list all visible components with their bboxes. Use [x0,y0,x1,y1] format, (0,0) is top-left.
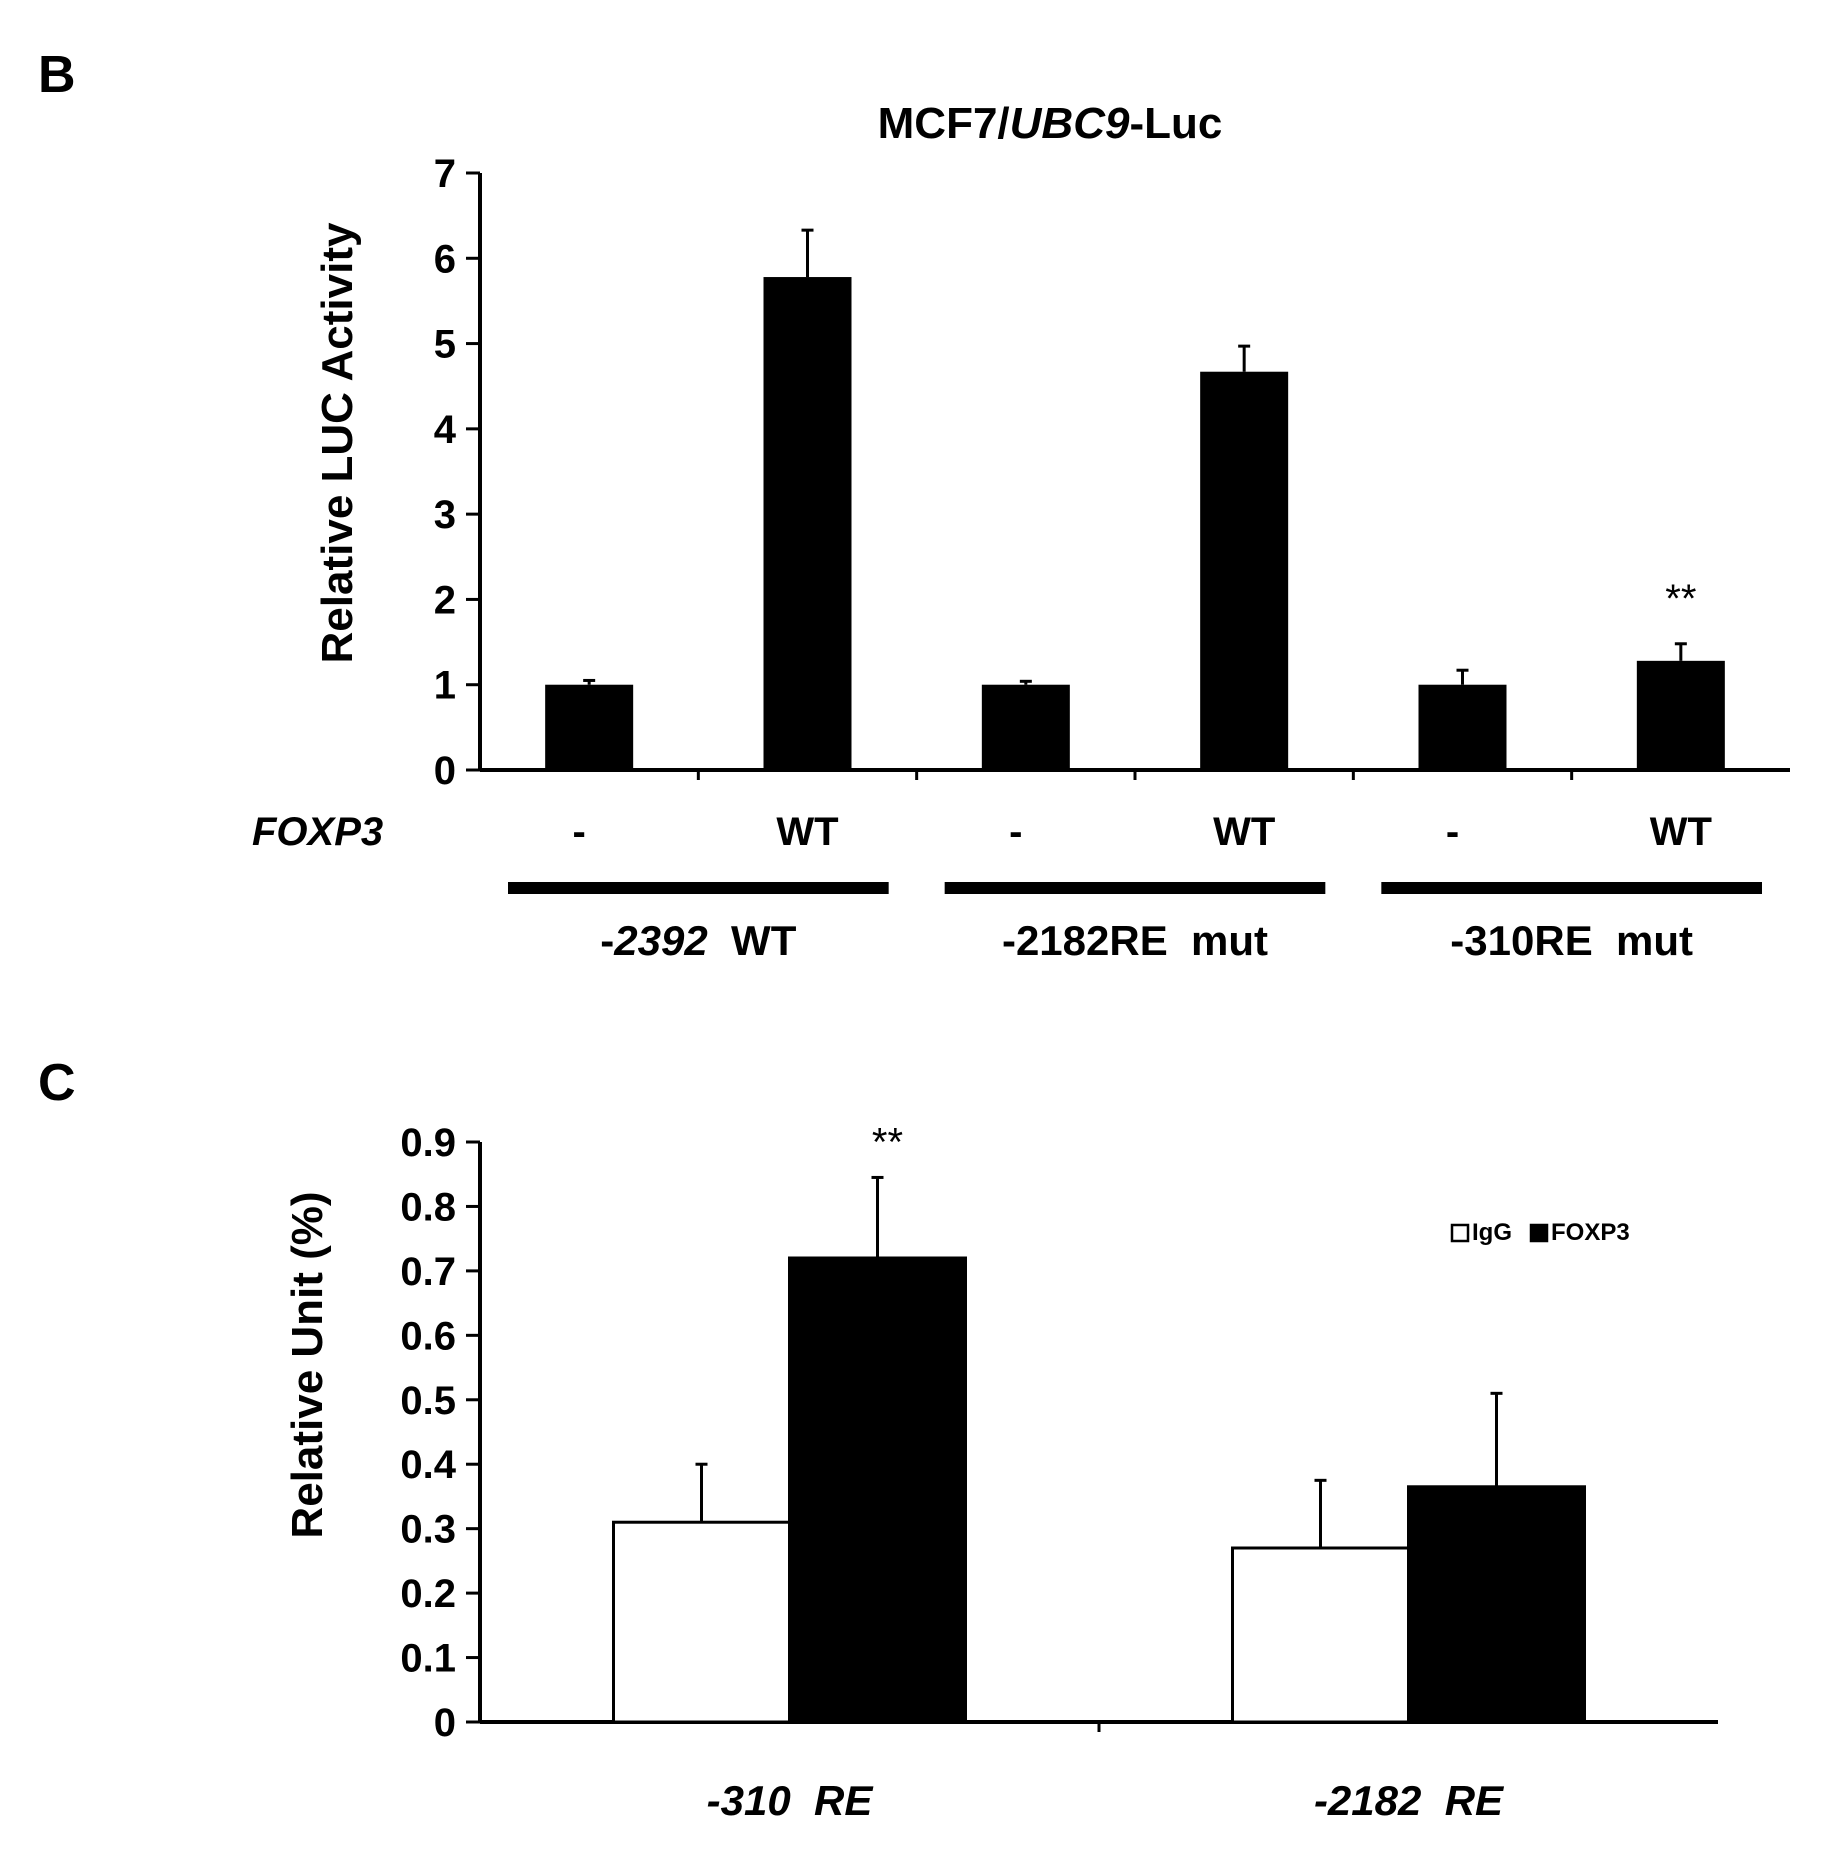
panel-b-y-tick-label: 3 [434,493,456,537]
panel-c-bar-foxp3 [1407,1485,1586,1724]
panel-c-axes: 0 0.1 0.2 0.3 0.4 0.5 0.6 0.7 0.8 0.9 [400,1121,1718,1745]
panel-b-significance-label: ** [1665,577,1696,621]
panel-c-y-axis-label: Relative Unit (%) [283,1191,332,1538]
panel-b-row-label: FOXP3 [252,810,383,854]
panel-c-legend-label: IgG [1472,1219,1512,1246]
panel-b-y-tick-label: 2 [434,578,456,622]
panel-b-y-tick-label: 4 [434,408,457,452]
panel-b-x-tick-label: WT [1650,810,1712,854]
panel-c-y-tick-label: 0.3 [400,1508,456,1552]
panel-c-legend: IgG FOXP3 [1450,1219,1630,1246]
panel-b-y-axis-label: Relative LUC Activity [313,222,362,663]
panel-b-bar [1200,371,1289,770]
panel-c-y-tick-label: 0.5 [400,1379,456,1423]
panel-b-bar [763,277,852,770]
panel-b-x-tick-label: - [573,810,586,854]
panel-c-legend-swatch-igg [1450,1223,1470,1243]
panel-b-bars: ** [545,228,1725,770]
panel-b-x-tick-label: WT [1213,810,1275,854]
panel-c-x-tick-label: -310 RE [707,1777,875,1824]
panel-b-group-label: -2392 WT [600,917,796,964]
panel-c-bar-foxp3 [788,1256,967,1724]
panel-b-label: B [38,46,76,104]
panel-b-bar [1636,660,1725,770]
panel-b-axes: 0 1 2 3 4 5 6 7 [434,152,1790,793]
panel-c-bars: ** [612,1120,1586,1724]
panel-c-y-tick-label: 0.9 [400,1121,456,1165]
panel-c-bar-igg [1231,1546,1410,1724]
panel-c-significance-label: ** [872,1120,903,1164]
panel-c-legend-swatch-foxp3 [1529,1223,1549,1243]
panel-c-x-labels: -310 RE -2182 RE [707,1777,1505,1824]
panel-c-label: C [38,1054,76,1112]
panel-b-group-label: -310RE mut [1450,917,1693,964]
panel-b-x-tick-label: WT [776,810,838,854]
panel-b-y-tick-label: 6 [434,237,456,281]
panel-b-y-tick-label: 0 [434,749,456,793]
panel-c-bar-igg [612,1520,791,1724]
panel-c-y-tick-label: 0.1 [400,1637,456,1681]
panel-b-bar [1418,684,1507,770]
panel-c-y-tick-label: 0.6 [400,1314,456,1358]
panel-b-x-tick-label: - [1446,810,1459,854]
panel-c-y-tick-label: 0.7 [400,1250,456,1294]
panel-b-group-label: -2182RE mut [1002,917,1268,964]
panel-b-bar [545,684,634,770]
panel-c-chart: C Relative Unit (%) 00.10.20.30.40.50.60… [38,1054,1718,1824]
panel-b-y-tick-label: 1 [434,664,456,708]
panel-b-y-tick-label: 5 [434,323,456,367]
panel-c-x-tick-label: -2182 RE [1314,1777,1505,1824]
panel-b-y-tick-label: 7 [434,152,456,196]
panel-b-bar [981,684,1070,770]
panel-b-chart: B MCF7/UBC9-Luc Relative LUC Activity FO… [38,46,1790,964]
panel-c-legend-label: FOXP3 [1551,1219,1630,1246]
panel-b-x-labels: - WT - WT - WT [573,810,1712,854]
panel-c-y-tick-label: 0.2 [400,1572,456,1616]
panel-c-y-tick-label: 0 [434,1701,456,1745]
panel-b-group-labels: -2392 WT -2182RE mut -310RE mut [508,882,1762,964]
panel-b-x-tick-label: - [1009,810,1022,854]
panel-b-title: MCF7/UBC9-Luc [878,99,1223,148]
panel-c-y-tick-label: 0.8 [400,1185,456,1229]
panel-c-y-tick-label: 0.4 [400,1443,456,1487]
